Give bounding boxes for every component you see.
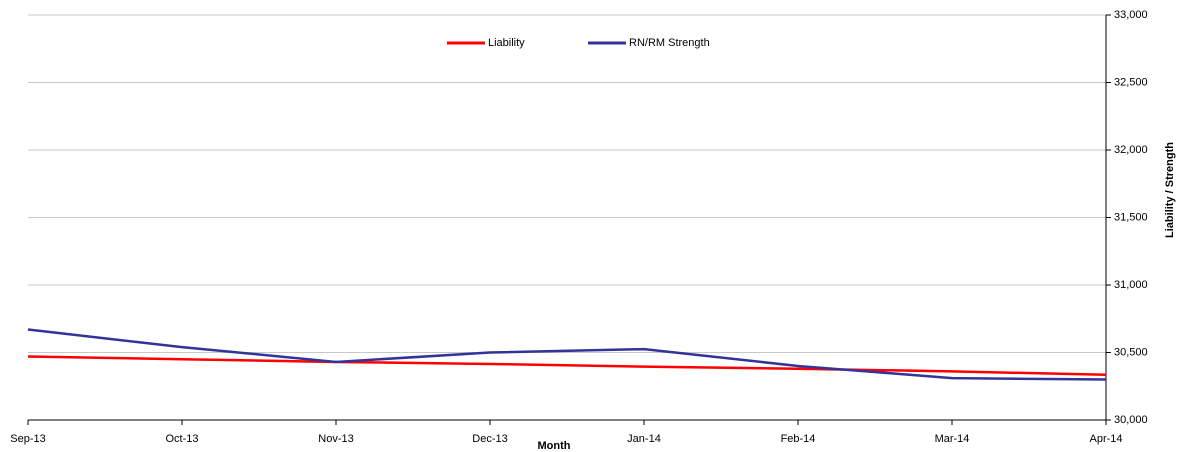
y-tick-label: 32,500	[1114, 76, 1148, 88]
x-tick-label: Mar-14	[935, 433, 970, 445]
x-tick-label: Feb-14	[781, 433, 816, 445]
x-tick-label: Jan-14	[627, 433, 661, 445]
x-tick-label: Apr-14	[1089, 433, 1122, 445]
legend-label: Liability	[488, 37, 525, 49]
y-tick-label: 32,000	[1114, 144, 1148, 156]
series-line	[27, 328, 1107, 381]
y-axis-label: Liability / Strength	[1164, 142, 1176, 238]
series-line	[27, 355, 1107, 377]
x-tick-label: Oct-13	[165, 433, 198, 445]
y-tick-label: 33,000	[1114, 9, 1148, 21]
legend-label: RN/RM Strength	[629, 37, 710, 49]
y-tick-label: 31,500	[1114, 211, 1148, 223]
y-tick-label: 30,500	[1114, 346, 1148, 358]
x-tick-label: Nov-13	[318, 433, 353, 445]
x-tick-label: Dec-13	[472, 433, 507, 445]
y-tick-label: 31,000	[1114, 279, 1148, 291]
x-tick-label: Sep-13	[10, 433, 45, 445]
x-axis-label: Month	[538, 440, 571, 452]
y-tick-label: 30,000	[1114, 414, 1148, 426]
